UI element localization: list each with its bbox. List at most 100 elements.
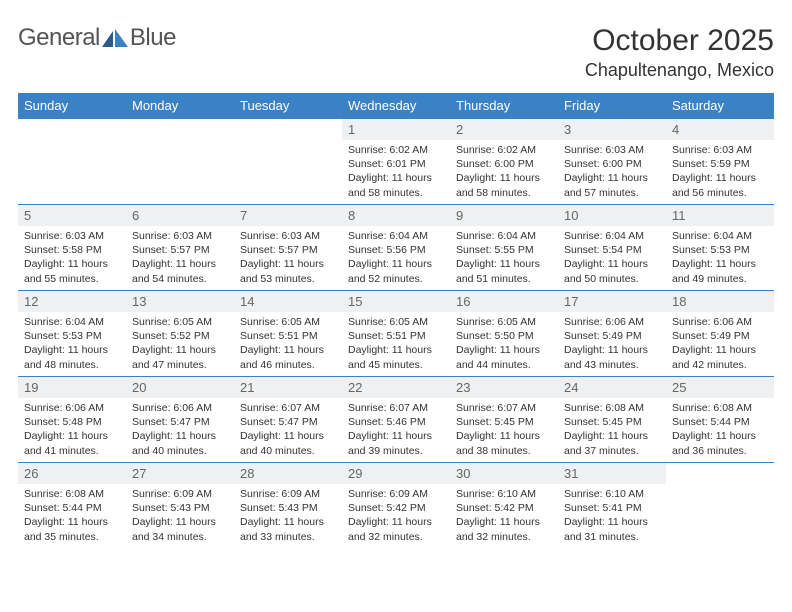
calendar-day-cell: 17Sunrise: 6:06 AMSunset: 5:49 PMDayligh… xyxy=(558,291,666,377)
calendar-day-cell: 14Sunrise: 6:05 AMSunset: 5:51 PMDayligh… xyxy=(234,291,342,377)
daylight-text-2: and 35 minutes. xyxy=(24,530,120,544)
day-number: 20 xyxy=(126,377,234,398)
daylight-text-1: Daylight: 11 hours xyxy=(672,171,768,185)
daylight-text-1: Daylight: 11 hours xyxy=(24,343,120,357)
sunset-text: Sunset: 5:55 PM xyxy=(456,243,552,257)
day-details: Sunrise: 6:06 AMSunset: 5:49 PMDaylight:… xyxy=(666,312,774,376)
sunrise-text: Sunrise: 6:06 AM xyxy=(132,401,228,415)
calendar-week-row: 5Sunrise: 6:03 AMSunset: 5:58 PMDaylight… xyxy=(18,205,774,291)
sunset-text: Sunset: 5:54 PM xyxy=(564,243,660,257)
calendar-day-cell xyxy=(666,463,774,549)
calendar-day-cell: 30Sunrise: 6:10 AMSunset: 5:42 PMDayligh… xyxy=(450,463,558,549)
calendar-day-cell: 25Sunrise: 6:08 AMSunset: 5:44 PMDayligh… xyxy=(666,377,774,463)
daylight-text-2: and 48 minutes. xyxy=(24,358,120,372)
daylight-text-2: and 36 minutes. xyxy=(672,444,768,458)
day-number: 11 xyxy=(666,205,774,226)
logo: General Blue xyxy=(18,24,176,52)
daylight-text-2: and 57 minutes. xyxy=(564,186,660,200)
logo-text-blue: Blue xyxy=(130,24,176,52)
day-details: Sunrise: 6:03 AMSunset: 5:58 PMDaylight:… xyxy=(18,226,126,290)
daylight-text-1: Daylight: 11 hours xyxy=(564,515,660,529)
day-number: 17 xyxy=(558,291,666,312)
daylight-text-2: and 37 minutes. xyxy=(564,444,660,458)
sunset-text: Sunset: 5:43 PM xyxy=(132,501,228,515)
day-details: Sunrise: 6:07 AMSunset: 5:46 PMDaylight:… xyxy=(342,398,450,462)
day-number: 15 xyxy=(342,291,450,312)
sunset-text: Sunset: 5:44 PM xyxy=(24,501,120,515)
calendar-day-cell: 31Sunrise: 6:10 AMSunset: 5:41 PMDayligh… xyxy=(558,463,666,549)
calendar-day-cell xyxy=(18,119,126,205)
day-number: 30 xyxy=(450,463,558,484)
daylight-text-2: and 43 minutes. xyxy=(564,358,660,372)
daylight-text-2: and 46 minutes. xyxy=(240,358,336,372)
daylight-text-1: Daylight: 11 hours xyxy=(132,343,228,357)
sunrise-text: Sunrise: 6:06 AM xyxy=(672,315,768,329)
daylight-text-2: and 58 minutes. xyxy=(456,186,552,200)
day-details: Sunrise: 6:03 AMSunset: 5:57 PMDaylight:… xyxy=(234,226,342,290)
daylight-text-1: Daylight: 11 hours xyxy=(456,429,552,443)
sunrise-text: Sunrise: 6:09 AM xyxy=(348,487,444,501)
sunset-text: Sunset: 5:57 PM xyxy=(240,243,336,257)
daylight-text-1: Daylight: 11 hours xyxy=(348,429,444,443)
day-number: 14 xyxy=(234,291,342,312)
day-number: 24 xyxy=(558,377,666,398)
daylight-text-2: and 52 minutes. xyxy=(348,272,444,286)
day-details: Sunrise: 6:08 AMSunset: 5:44 PMDaylight:… xyxy=(666,398,774,462)
day-details: Sunrise: 6:03 AMSunset: 5:57 PMDaylight:… xyxy=(126,226,234,290)
weekday-header: Monday xyxy=(126,93,234,119)
sunset-text: Sunset: 5:56 PM xyxy=(348,243,444,257)
daylight-text-1: Daylight: 11 hours xyxy=(564,171,660,185)
sunrise-text: Sunrise: 6:04 AM xyxy=(348,229,444,243)
day-details: Sunrise: 6:04 AMSunset: 5:53 PMDaylight:… xyxy=(18,312,126,376)
sunrise-text: Sunrise: 6:06 AM xyxy=(24,401,120,415)
daylight-text-1: Daylight: 11 hours xyxy=(240,343,336,357)
daylight-text-1: Daylight: 11 hours xyxy=(672,343,768,357)
day-details: Sunrise: 6:08 AMSunset: 5:45 PMDaylight:… xyxy=(558,398,666,462)
day-number: 28 xyxy=(234,463,342,484)
calendar-day-cell: 27Sunrise: 6:09 AMSunset: 5:43 PMDayligh… xyxy=(126,463,234,549)
calendar-day-cell: 7Sunrise: 6:03 AMSunset: 5:57 PMDaylight… xyxy=(234,205,342,291)
sunrise-text: Sunrise: 6:05 AM xyxy=(240,315,336,329)
day-details: Sunrise: 6:04 AMSunset: 5:56 PMDaylight:… xyxy=(342,226,450,290)
sunrise-text: Sunrise: 6:05 AM xyxy=(456,315,552,329)
daylight-text-2: and 32 minutes. xyxy=(348,530,444,544)
daylight-text-2: and 31 minutes. xyxy=(564,530,660,544)
calendar-day-cell: 1Sunrise: 6:02 AMSunset: 6:01 PMDaylight… xyxy=(342,119,450,205)
daylight-text-2: and 41 minutes. xyxy=(24,444,120,458)
calendar-day-cell: 26Sunrise: 6:08 AMSunset: 5:44 PMDayligh… xyxy=(18,463,126,549)
weekday-header: Thursday xyxy=(450,93,558,119)
day-details: Sunrise: 6:07 AMSunset: 5:47 PMDaylight:… xyxy=(234,398,342,462)
daylight-text-1: Daylight: 11 hours xyxy=(564,429,660,443)
calendar-day-cell: 6Sunrise: 6:03 AMSunset: 5:57 PMDaylight… xyxy=(126,205,234,291)
daylight-text-1: Daylight: 11 hours xyxy=(132,515,228,529)
calendar-day-cell: 13Sunrise: 6:05 AMSunset: 5:52 PMDayligh… xyxy=(126,291,234,377)
sunrise-text: Sunrise: 6:05 AM xyxy=(132,315,228,329)
weekday-header: Tuesday xyxy=(234,93,342,119)
daylight-text-2: and 54 minutes. xyxy=(132,272,228,286)
daylight-text-2: and 42 minutes. xyxy=(672,358,768,372)
day-number: 29 xyxy=(342,463,450,484)
sunrise-text: Sunrise: 6:04 AM xyxy=(456,229,552,243)
calendar-header: SundayMondayTuesdayWednesdayThursdayFrid… xyxy=(18,93,774,119)
daylight-text-1: Daylight: 11 hours xyxy=(564,257,660,271)
sunrise-text: Sunrise: 6:05 AM xyxy=(348,315,444,329)
day-number: 2 xyxy=(450,119,558,140)
sunset-text: Sunset: 5:46 PM xyxy=(348,415,444,429)
title-block: October 2025 Chapultenango, Mexico xyxy=(585,24,774,81)
header: General Blue October 2025 Chapultenango,… xyxy=(18,24,774,81)
day-number: 10 xyxy=(558,205,666,226)
sunrise-text: Sunrise: 6:09 AM xyxy=(132,487,228,501)
calendar-day-cell: 4Sunrise: 6:03 AMSunset: 5:59 PMDaylight… xyxy=(666,119,774,205)
daylight-text-1: Daylight: 11 hours xyxy=(456,343,552,357)
sunset-text: Sunset: 6:00 PM xyxy=(564,157,660,171)
calendar-day-cell: 22Sunrise: 6:07 AMSunset: 5:46 PMDayligh… xyxy=(342,377,450,463)
daylight-text-2: and 47 minutes. xyxy=(132,358,228,372)
sunrise-text: Sunrise: 6:08 AM xyxy=(564,401,660,415)
weekday-header: Friday xyxy=(558,93,666,119)
day-details: Sunrise: 6:05 AMSunset: 5:52 PMDaylight:… xyxy=(126,312,234,376)
daylight-text-1: Daylight: 11 hours xyxy=(132,429,228,443)
sunset-text: Sunset: 5:47 PM xyxy=(240,415,336,429)
sunrise-text: Sunrise: 6:08 AM xyxy=(24,487,120,501)
sunrise-text: Sunrise: 6:07 AM xyxy=(348,401,444,415)
sunset-text: Sunset: 5:58 PM xyxy=(24,243,120,257)
